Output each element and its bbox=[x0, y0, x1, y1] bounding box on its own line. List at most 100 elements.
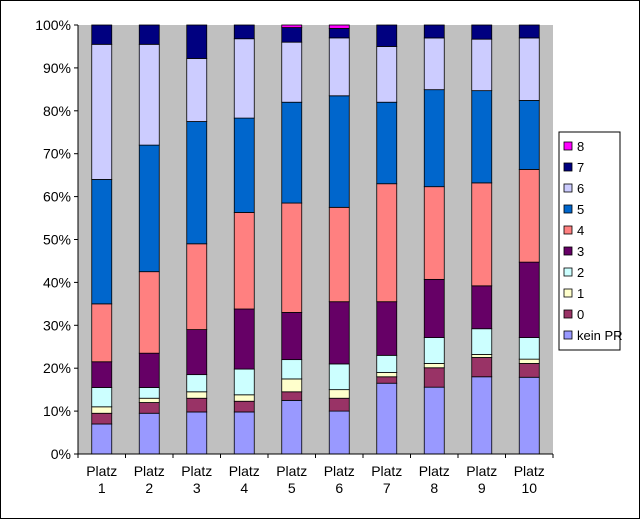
bar-segment bbox=[376, 354, 398, 373]
y-tick-label: 30% bbox=[43, 317, 71, 333]
bar-segment bbox=[233, 24, 255, 40]
bar-segment bbox=[186, 329, 208, 376]
legend-label: 4 bbox=[577, 223, 584, 238]
bar-segment bbox=[518, 261, 540, 338]
bar-segment bbox=[471, 38, 493, 92]
legend: 8 7 6 5 4 3 2 1 0 kein PR bbox=[558, 131, 623, 351]
bar-segment bbox=[138, 271, 160, 354]
legend-swatch bbox=[563, 288, 573, 298]
legend-label: 8 bbox=[577, 139, 584, 154]
bar-segment bbox=[281, 27, 303, 43]
legend-label: 6 bbox=[577, 181, 584, 196]
y-tick-label: 20% bbox=[43, 360, 71, 376]
bar-segment bbox=[91, 412, 113, 425]
bar-segment bbox=[186, 374, 208, 393]
legend-swatch bbox=[563, 330, 573, 340]
bar-segment bbox=[281, 24, 303, 28]
bar-segment bbox=[518, 337, 540, 360]
x-tick-labels: Platz 1 Platz 2 Platz 3 Platz 4 Platz 5 Platz 6 Plat… bbox=[86, 463, 545, 496]
y-tick-label: 0% bbox=[51, 446, 71, 462]
bar-segment bbox=[423, 363, 445, 369]
bar-segment bbox=[328, 28, 350, 39]
bar-segment bbox=[186, 411, 208, 455]
legend-swatch bbox=[563, 246, 573, 256]
bar-segment bbox=[281, 41, 303, 103]
legend-swatch bbox=[563, 162, 573, 172]
bar-segment bbox=[376, 24, 398, 47]
x-tick-label: Platz 3 bbox=[181, 463, 212, 496]
bar-segment bbox=[376, 46, 398, 103]
y-tick-label: 50% bbox=[43, 232, 71, 248]
legend-label: 3 bbox=[577, 244, 584, 259]
bar-segment bbox=[138, 144, 160, 273]
bar-segment bbox=[233, 394, 255, 402]
bar-segment bbox=[138, 43, 160, 146]
bar-segment bbox=[281, 202, 303, 313]
bar-segment bbox=[138, 352, 160, 388]
bars-layer bbox=[91, 24, 540, 455]
bar-segment bbox=[281, 391, 303, 401]
bar-segment bbox=[423, 24, 445, 39]
bar-segment bbox=[233, 38, 255, 119]
bar-segment bbox=[186, 58, 208, 122]
bar-segment bbox=[518, 37, 540, 101]
bar-segment bbox=[281, 101, 303, 204]
bar-segment bbox=[91, 179, 113, 305]
bar-segment bbox=[328, 363, 350, 391]
x-tick-label: Platz 5 bbox=[276, 463, 307, 496]
x-tick-label: Platz 1 bbox=[86, 463, 117, 496]
bar-segment bbox=[233, 117, 255, 213]
bar-segment bbox=[186, 243, 208, 330]
bar-segment bbox=[328, 397, 350, 412]
y-tick-label: 80% bbox=[43, 103, 71, 119]
bar-segment bbox=[281, 399, 303, 455]
bar-segment bbox=[328, 410, 350, 455]
legend-swatch bbox=[563, 267, 573, 277]
bar-segment bbox=[186, 391, 208, 399]
bar-segment bbox=[186, 24, 208, 59]
bar-segment bbox=[423, 186, 445, 280]
bar-segment bbox=[423, 37, 445, 91]
legend-swatch bbox=[563, 141, 573, 151]
bar-segment bbox=[328, 206, 350, 303]
bar-segment bbox=[233, 308, 255, 370]
bar-segment bbox=[328, 389, 350, 399]
x-tick-label: Platz 2 bbox=[134, 463, 165, 496]
bar-segment bbox=[91, 43, 113, 180]
x-tick-label: Platz 9 bbox=[466, 463, 497, 496]
bar-segment bbox=[471, 328, 493, 355]
y-tick-labels: 0% 10% 20% 30% 40% 50% 60% 70% 80% 90% 100% bbox=[35, 17, 71, 462]
y-tick-label: 100% bbox=[35, 17, 71, 33]
bar-segment bbox=[138, 387, 160, 399]
bar-segment bbox=[186, 121, 208, 245]
bar-segment bbox=[471, 376, 493, 455]
bar-segment bbox=[233, 212, 255, 310]
y-tick-label: 40% bbox=[43, 274, 71, 290]
legend-swatch bbox=[563, 309, 573, 319]
legend-label: 5 bbox=[577, 202, 584, 217]
bar-segment bbox=[91, 406, 113, 414]
bar-segment bbox=[281, 312, 303, 361]
bar-segment bbox=[233, 411, 255, 455]
legend-label: kein PR bbox=[577, 328, 623, 343]
bar-segment bbox=[328, 301, 350, 365]
bar-segment bbox=[376, 372, 398, 378]
bar-segment bbox=[423, 278, 445, 338]
bar-segment bbox=[281, 378, 303, 393]
bar-segment bbox=[471, 354, 493, 358]
bar-segment bbox=[518, 100, 540, 170]
x-tick-label: Platz 8 bbox=[419, 463, 450, 496]
y-tick-label: 10% bbox=[43, 403, 71, 419]
bar-segment bbox=[471, 357, 493, 378]
bar-segment bbox=[233, 368, 255, 396]
legend-swatch bbox=[563, 225, 573, 235]
legend-swatch bbox=[563, 204, 573, 214]
bar-segment bbox=[186, 397, 208, 413]
y-tick-label: 70% bbox=[43, 146, 71, 162]
x-tick-label: Platz 4 bbox=[229, 463, 260, 496]
bar-segment bbox=[518, 358, 540, 364]
bar-segment bbox=[138, 412, 160, 455]
bar-segment bbox=[138, 402, 160, 414]
bar-segment bbox=[423, 367, 445, 388]
bar-segment bbox=[376, 382, 398, 455]
